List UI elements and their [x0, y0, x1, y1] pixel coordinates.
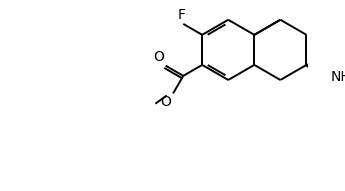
Text: O: O: [160, 96, 171, 109]
Text: F: F: [178, 8, 186, 22]
Text: NH₂: NH₂: [330, 70, 345, 84]
Polygon shape: [306, 64, 330, 80]
Text: O: O: [153, 50, 164, 64]
